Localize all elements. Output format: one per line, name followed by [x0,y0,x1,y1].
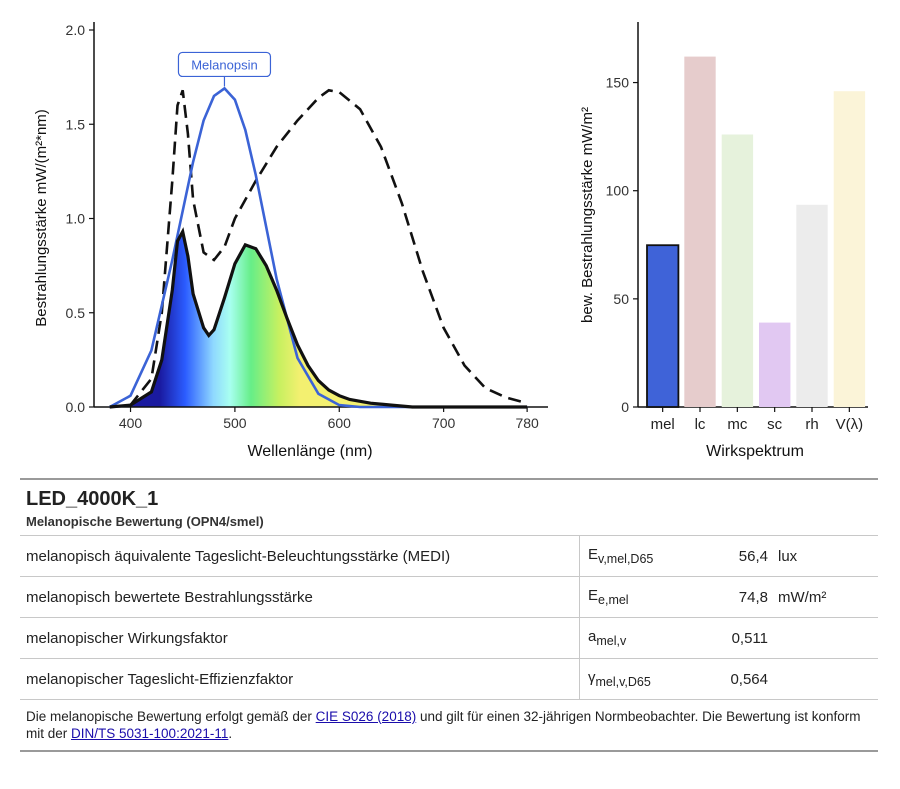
x-tick-label: 400 [119,415,143,431]
x-tick-label: 780 [515,415,539,431]
report-note: Die melanopische Bewertung erfolgt gemäß… [26,708,878,742]
bar-category-label: rh [805,416,818,433]
y-tick-label: 0.0 [66,399,86,415]
din-ts-link[interactable]: DIN/TS 5031-100:2021-11 [71,726,229,741]
cie-s026-link[interactable]: CIE S026 (2018) [315,709,417,724]
metric-value: 0,511 [696,617,768,659]
metric-value: 0,564 [696,658,768,700]
spectrum-curve [109,227,528,409]
y-axis-label: Bestrahlungsstärke mW/(m²*nm) [33,109,50,327]
note-text-1: Die melanopische Bewertung erfolgt gemäß… [26,709,316,724]
symbol-subscript: mel,v,D65 [595,675,651,689]
metric-value: 56,4 [696,535,768,577]
metric-row: melanopischer Tageslicht-Effizienzfaktor… [20,658,878,700]
metric-unit: lux [768,535,878,577]
y-tick-label: 1.0 [66,211,86,227]
bar-lc [684,56,716,407]
bar-y-axis-label: bew. Bestrahlungsstärke mW/m² [579,107,596,323]
metrics-table: melanopisch äquivalente Tageslicht-Beleu… [20,535,878,700]
bar-category-label: V(λ) [836,416,864,433]
bar-rh [796,204,828,407]
bar-x-axis-label: Wirkspektrum [706,443,804,460]
weighted-irradiance-chart: 0 50 100 150 mel lc mc sc rh V(λ) Wirkspektrum be… [579,22,868,460]
bar-mc [721,134,754,407]
metric-symbol: Ev,mel,D65 [579,535,696,577]
bar-y-tick-label: 150 [606,75,630,91]
bar-y-tick-label: 50 [613,291,629,307]
spectrum-fill [109,231,528,407]
bottom-rule [20,750,878,752]
report-subtitle: Melanopische Bewertung (OPN4/smel) [26,514,264,529]
metric-unit: mW/m² [768,576,878,618]
metric-symbol: γmel,v,D65 [579,658,696,700]
dashed-curve [109,88,528,409]
metric-row: melanopisch äquivalente Tageslicht-Beleu… [20,535,878,577]
symbol-subscript: v,mel,D65 [598,552,654,566]
spectrum-chart: 0.0 0.5 1.0 1.5 2.0 400 500 600 700 780 Melanopsi… [33,22,548,460]
bar-y-tick-label: 100 [606,183,630,199]
bar-sc [759,322,791,407]
metric-label: melanopisch äquivalente Tageslicht-Beleu… [20,535,580,577]
metric-value: 74,8 [696,576,768,618]
metric-label: melanopischer Tageslicht-Effizienzfaktor [20,658,580,700]
x-axis-label: Wellenlänge (nm) [247,443,372,460]
report-title: LED_4000K_1 [26,488,159,510]
bar-V(λ) [833,91,866,407]
metric-symbol: Ee,mel [579,576,696,618]
metric-row: melanopisch bewertete Bestrahlungsstärke… [20,576,878,618]
x-tick-label: 700 [432,415,456,431]
symbol-subscript: e,mel [598,593,629,607]
top-rule [20,478,878,480]
melanopsin-label: Melanopsin [191,57,258,72]
melanopic-report: LED_4000K_1 Melanopische Bewertung (OPN4… [20,478,878,752]
metric-unit [768,617,878,659]
bar-y-tick-label: 0 [621,399,629,415]
symbol-base: γ [588,669,596,686]
melanopsin-annotation: Melanopsin [177,51,272,87]
note-text-3: . [228,726,233,741]
metric-row: melanopischer Wirkungsfaktor amel,v 0,511 [20,617,878,659]
metric-label: melanopischer Wirkungsfaktor [20,617,580,659]
bar-category-label: mc [727,416,747,433]
metric-unit [768,658,878,700]
symbol-subscript: mel,v [596,634,627,648]
y-tick-label: 1.5 [66,116,86,132]
note-text-2: und gilt für einen 32-jährigen Normbeoba… [26,709,861,741]
metric-symbol: amel,v [579,617,696,659]
melanopsin-curve [109,86,528,409]
y-tick-label: 0.5 [66,305,86,321]
bar-category-label: sc [767,416,783,433]
x-tick-label: 500 [223,415,247,431]
symbol-base: E [588,587,599,604]
y-tick-label: 2.0 [66,22,86,38]
bar-category-label: lc [695,416,706,433]
bar-mel [646,244,680,408]
bar-category-label: mel [651,416,675,433]
metric-label: melanopisch bewertete Bestrahlungsstärke [20,576,580,618]
symbol-base: a [588,628,597,645]
symbol-base: E [588,546,599,563]
x-tick-label: 600 [328,415,352,431]
